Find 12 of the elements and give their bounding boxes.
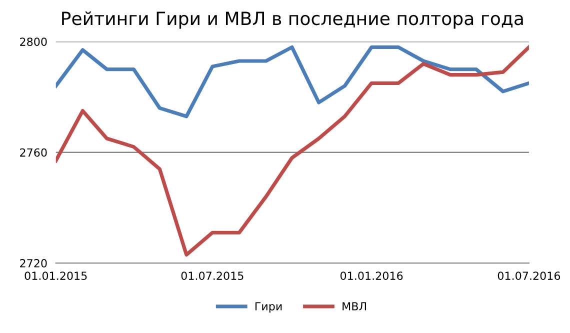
- y-tick-label: 2760: [20, 148, 47, 157]
- legend-label: МВЛ: [342, 302, 366, 310]
- legend-label: Гири: [255, 302, 282, 313]
- x-tick-label: 01.01.2016: [340, 272, 403, 280]
- line-series: [56, 45, 529, 257]
- x-tick-label: 01.01.2015: [24, 272, 87, 280]
- line-series: [56, 45, 529, 118]
- y-tick-label: 2720: [20, 259, 47, 268]
- chart-title: Рейтинги Гири и МВЛ в последние полтора года: [62, 11, 523, 29]
- x-tick-label: 01.07.2016: [498, 272, 560, 280]
- y-tick-label: 2800: [20, 38, 47, 46]
- x-tick-label: 01.07.2015: [181, 272, 244, 280]
